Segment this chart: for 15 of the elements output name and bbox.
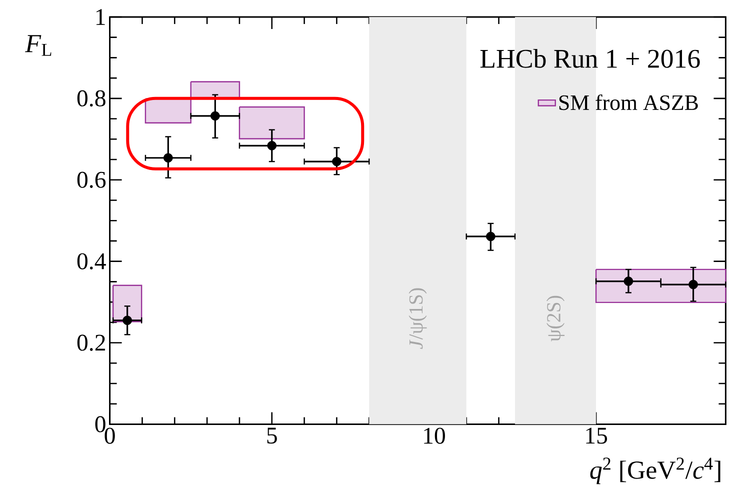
x-tick-label: 15 bbox=[586, 428, 608, 444]
band-label: J/ψ(1S) bbox=[408, 288, 427, 349]
x-axis-title: q$^{2}$ [GeV$^{2}$/c$^{4}$] bbox=[590, 458, 720, 484]
x-tick-label: 10 bbox=[424, 428, 445, 444]
legend-label: SM from ASZB bbox=[559, 94, 698, 110]
y-tick-label: 1 bbox=[96, 9, 105, 25]
y-axis-title: F$_{L}$ bbox=[25, 35, 52, 56]
y-tick-label: 0.8 bbox=[77, 90, 106, 106]
y-tick-label: 0.2 bbox=[77, 334, 105, 351]
x-tick-label: 5 bbox=[267, 428, 277, 444]
y-tick-label: 0.4 bbox=[77, 253, 106, 270]
annotation: LHCb Run 1 + 2016 bbox=[480, 48, 700, 68]
y-tick-label: 0 bbox=[95, 416, 106, 432]
band-label: ψ(2S) bbox=[546, 296, 565, 342]
y-tick-label: 0.6 bbox=[77, 172, 106, 188]
